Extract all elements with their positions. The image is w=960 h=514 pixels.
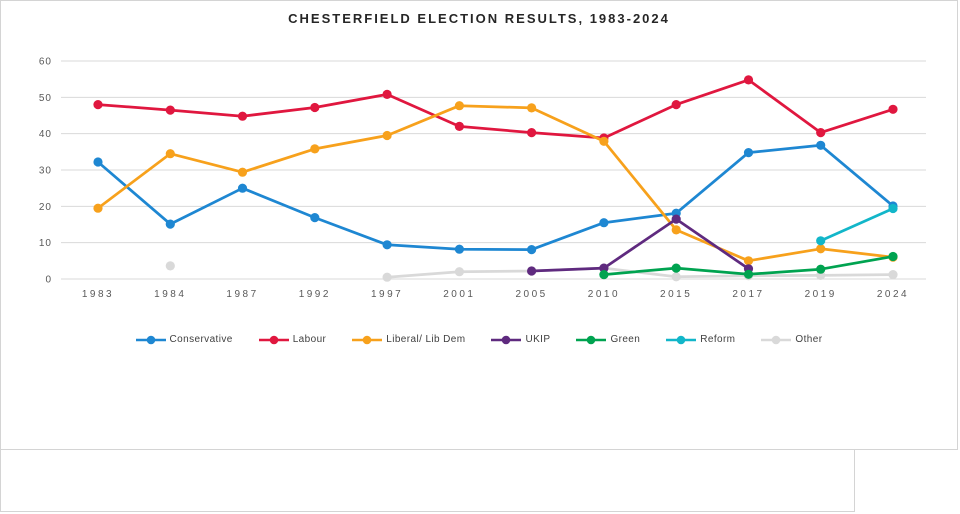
data-point [888, 270, 898, 280]
data-point [165, 105, 175, 115]
data-point [237, 111, 248, 121]
chart-plot: 0 10 20 30 40 50 60 1983 1984 1987 1992 1997 2001 200… [39, 57, 926, 300]
data-point [599, 270, 609, 280]
data-point [816, 128, 826, 138]
data-point [93, 100, 103, 110]
legend-marker-icon [761, 335, 792, 344]
data-point [454, 244, 464, 254]
legend-label: Conservative [169, 334, 233, 345]
legend-label: Other [795, 334, 823, 345]
data-point [310, 144, 320, 154]
legend-label: Labour [292, 334, 327, 345]
y-tick-label: 10 [39, 238, 52, 249]
data-point [310, 102, 320, 113]
data-point [527, 245, 537, 255]
legend-marker-icon [135, 335, 166, 344]
data-point [527, 103, 537, 113]
chart-title: CHESTERFIELD ELECTION RESULTS, 1983-2024 [288, 11, 670, 26]
series-line [96, 78, 895, 140]
data-point [165, 219, 175, 229]
x-tick-label: 1992 [299, 289, 331, 300]
x-tick-label: 1997 [371, 289, 403, 300]
legend-marker-icon [352, 335, 383, 344]
legend-item-labour: Labour [258, 334, 327, 345]
legend-item-conservative: Conservative [135, 334, 233, 345]
series-line [530, 217, 750, 273]
legend-item-reform: Reform [666, 334, 735, 345]
x-tick-label: 1987 [226, 289, 258, 300]
data-point [382, 130, 392, 141]
data-point [816, 264, 826, 274]
series-line [96, 104, 895, 263]
x-tick-label: 2001 [443, 289, 475, 300]
data-point [671, 214, 681, 224]
data-point [93, 157, 103, 167]
data-point [816, 236, 826, 246]
data-point [743, 269, 754, 279]
data-point [454, 101, 464, 111]
legend-marker-icon [491, 335, 522, 344]
x-tick-label: 2019 [805, 289, 837, 300]
data-point [382, 89, 392, 99]
y-tick-label: 50 [39, 93, 52, 104]
data-point [310, 213, 320, 223]
x-tick-label: 1984 [154, 289, 186, 300]
y-tick-label: 40 [39, 129, 52, 140]
data-point [599, 218, 609, 228]
chart-legend: Conservative Labour Liberal/ Lib Dem UKIP Gr… [1, 334, 957, 345]
chart-panel: 0 10 20 30 40 50 60 1983 1984 1987 1992 1997 2001 200… [0, 0, 958, 450]
legend-item-other: Other [761, 334, 822, 345]
x-tick-label: 2017 [732, 289, 764, 300]
lower-panel [0, 449, 855, 512]
data-point [382, 240, 392, 250]
data-point [671, 272, 681, 282]
data-point [454, 267, 464, 277]
series-line [96, 143, 895, 251]
data-point [743, 256, 754, 266]
data-point [165, 261, 175, 271]
y-tick-label: 30 [39, 166, 52, 177]
data-point [527, 266, 537, 276]
data-point [382, 272, 392, 282]
data-point [888, 251, 898, 262]
data-point [527, 128, 537, 138]
y-tick-label: 0 [45, 275, 52, 286]
data-point [93, 203, 103, 213]
legend-label: Liberal/ Lib Dem [386, 334, 466, 345]
x-tick-label: 1983 [82, 289, 114, 300]
data-point [671, 263, 681, 273]
legend-label: Reform [700, 334, 736, 345]
legend-label: UKIP [525, 334, 551, 345]
data-point [599, 136, 609, 146]
data-point [599, 263, 609, 273]
series-line [819, 207, 895, 243]
legend-label: Green [610, 334, 641, 345]
x-tick-label: 2010 [588, 289, 620, 300]
data-point [671, 100, 681, 110]
data-point [888, 203, 898, 214]
legend-item-green: Green [576, 334, 640, 345]
data-point [237, 183, 248, 193]
legend-item-ukip: UKIP [491, 334, 550, 345]
legend-marker-icon [576, 335, 607, 344]
legend-marker-icon [666, 335, 697, 344]
data-point [888, 104, 898, 114]
data-point [743, 148, 754, 158]
x-tick-label: 2015 [660, 289, 692, 300]
y-tick-label: 60 [39, 57, 52, 68]
legend-marker-icon [258, 335, 289, 344]
data-point [671, 225, 681, 235]
x-tick-label: 2005 [516, 289, 548, 300]
data-point [165, 149, 175, 159]
data-point [816, 244, 826, 254]
data-point [454, 121, 464, 131]
legend-item-liberal-lib-dem: Liberal/ Lib Dem [352, 334, 465, 345]
x-tick-label: 2024 [877, 289, 909, 300]
data-point [237, 167, 248, 177]
data-point [816, 140, 826, 150]
y-tick-label: 20 [39, 202, 52, 213]
data-point [743, 75, 754, 85]
